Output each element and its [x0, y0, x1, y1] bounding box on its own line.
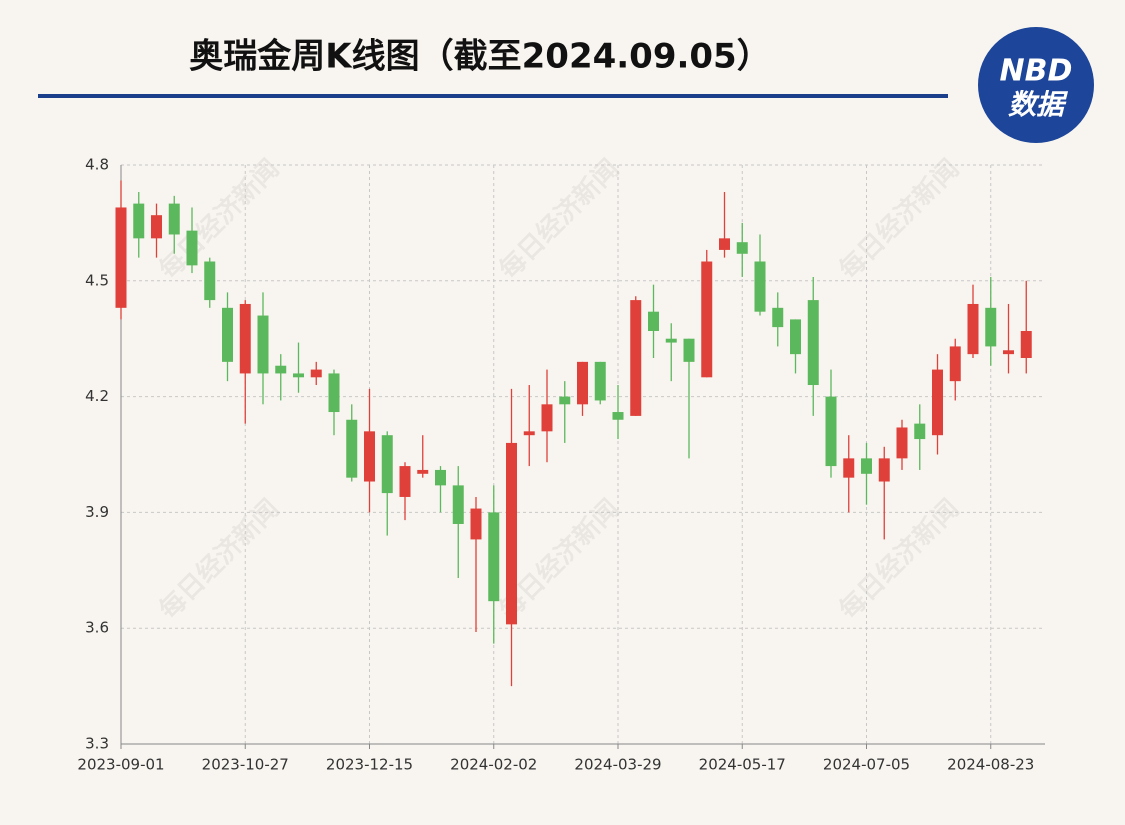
x-tick-label: 2024-03-29	[574, 756, 661, 774]
candle-body	[577, 361, 588, 405]
candle-body	[257, 315, 269, 374]
candle-body	[222, 307, 233, 362]
candle-body	[506, 442, 517, 625]
candle-body	[435, 469, 446, 486]
watermark: 每日经济新闻	[493, 153, 625, 285]
y-tick-label: 4.5	[85, 271, 109, 289]
candle-body	[985, 307, 997, 347]
candle-body	[115, 207, 127, 308]
x-tick-label: 2023-09-01	[77, 756, 164, 774]
candle-body	[932, 369, 943, 436]
y-tick-label: 3.6	[85, 619, 109, 637]
candle-body	[310, 369, 322, 378]
candle-body	[470, 508, 482, 540]
candle-body	[275, 365, 287, 374]
candle-body	[648, 311, 659, 331]
candle-body	[949, 346, 961, 382]
candle-body	[630, 300, 642, 416]
candle-body	[825, 396, 837, 467]
y-tick-label: 4.8	[85, 156, 109, 174]
candle-body	[719, 238, 730, 250]
candle-body	[736, 242, 748, 254]
candle-body	[1003, 350, 1014, 355]
candle-body	[754, 261, 766, 312]
candle-body	[807, 300, 819, 386]
x-tick-label: 2024-02-02	[450, 756, 537, 774]
watermark: 每日经济新闻	[153, 493, 285, 625]
candle-body	[665, 338, 677, 343]
candle-body	[168, 203, 180, 235]
candle-body	[239, 303, 251, 374]
x-tick-label: 2023-10-27	[202, 756, 289, 774]
y-tick-label: 3.3	[85, 735, 109, 753]
candle-body	[204, 261, 216, 301]
x-tick-label: 2024-05-17	[699, 756, 786, 774]
candle-body	[967, 303, 979, 355]
candle-body	[612, 412, 624, 420]
y-tick-label: 4.2	[85, 387, 109, 405]
candle-body	[1020, 330, 1032, 358]
candle-body	[488, 512, 500, 602]
candle-body	[772, 307, 784, 328]
candle-body	[878, 458, 890, 482]
candle-body	[914, 423, 926, 440]
watermark: 每日经济新闻	[833, 493, 965, 625]
candle-body	[151, 215, 162, 239]
candle-body	[186, 230, 198, 266]
logo-bottom: 数据	[1008, 88, 1069, 121]
x-tick-label: 2024-07-05	[823, 756, 910, 774]
logo-circle	[978, 27, 1094, 143]
candle-body	[452, 485, 464, 524]
candle-body	[559, 396, 571, 405]
logo-top: NBD	[1000, 54, 1073, 89]
candle-body	[399, 466, 411, 497]
candle-body	[364, 431, 375, 482]
candle-body	[328, 373, 340, 413]
candle-body	[701, 261, 713, 378]
candle-body	[523, 431, 535, 436]
candle-body	[381, 435, 393, 494]
watermark: 每日经济新闻	[833, 153, 965, 285]
candle-body	[346, 419, 358, 478]
candle-body	[896, 427, 908, 459]
logo: NBD 数据	[978, 27, 1094, 143]
x-tick-label: 2023-12-15	[326, 756, 413, 774]
candle-body	[790, 319, 801, 355]
candle-body	[683, 338, 695, 362]
candle-body	[133, 203, 145, 239]
chart-title: 奥瑞金周K线图（截至2024.09.05）	[189, 37, 770, 77]
candle-body	[293, 373, 304, 378]
y-tick-label: 3.9	[85, 503, 109, 521]
candle-body	[861, 458, 872, 474]
candle-body	[541, 404, 553, 432]
x-tick-label: 2024-08-23	[947, 756, 1034, 774]
candle-body	[594, 361, 606, 401]
candle-body	[843, 458, 855, 478]
candle-body	[417, 469, 429, 474]
